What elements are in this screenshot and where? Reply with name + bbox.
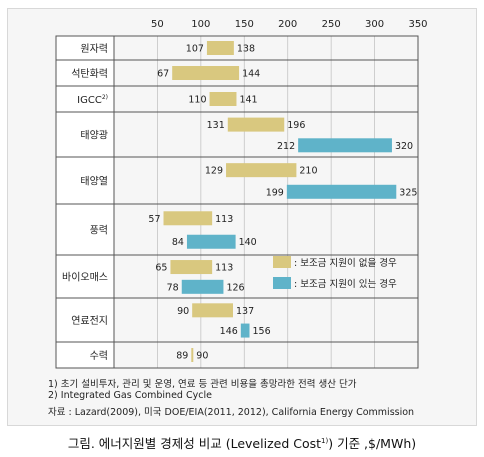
x-tick-label-250: 250 (322, 19, 341, 30)
range-bar (186, 234, 236, 249)
footnote-2: 2) Integrated Gas Combined Cycle (48, 390, 212, 401)
bar-low-label: 90 (177, 306, 189, 317)
footnote-1: 1) 초기 설비투자, 관리 및 운영, 연료 등 관련 비용을 총망라한 전력… (48, 379, 357, 390)
range-bar (226, 163, 297, 178)
bar-low-label: 131 (207, 120, 225, 131)
category-label: IGCC2) (77, 94, 108, 106)
legend-swatch (273, 277, 291, 289)
legend-label: : 보조금 지원이 있는 경우 (294, 278, 397, 290)
legend-swatch (273, 256, 291, 268)
bar-low-label: 110 (188, 95, 206, 106)
bar-low-label: 65 (155, 263, 167, 274)
bar-low-label: 129 (205, 166, 223, 177)
bar-high-label: 137 (236, 306, 254, 317)
x-tick-label-150: 150 (235, 19, 254, 30)
bar-high-label: 140 (239, 237, 257, 248)
range-bar (227, 117, 285, 132)
category-label: 풍력 (90, 225, 108, 237)
bar-low-label: 107 (186, 44, 204, 55)
bar-low-label: 78 (167, 282, 179, 293)
caption-superscript: 1) (321, 436, 329, 445)
range-bar (209, 92, 237, 106)
bar-high-label: 126 (226, 282, 244, 293)
category-label: 바이오매스 (62, 272, 108, 284)
range-bar (286, 184, 397, 199)
lcoe-range-chart: 50 100 150 200 250 300 350 원자력 107 138 석탄화력 67 144 IG… (55, 19, 428, 369)
bar-high-label: 196 (287, 120, 305, 131)
legend-label: : 보조금 지원이 없을 경우 (294, 257, 397, 269)
bar-low-label: 212 (277, 141, 295, 152)
category-label-column (56, 36, 114, 368)
range-bar (206, 41, 234, 55)
bar-high-label: 113 (215, 263, 233, 274)
range-bar (240, 323, 250, 338)
bar-low-label: 84 (172, 237, 184, 248)
bar-high-label: 141 (239, 95, 257, 106)
range-bar (170, 260, 213, 275)
category-label: 석탄화력 (71, 68, 108, 80)
bar-high-label: 156 (252, 326, 270, 337)
category-label: 태양광 (80, 130, 108, 142)
category-label: 연료전지 (71, 315, 108, 327)
category-label: 태양열 (80, 176, 108, 188)
figure-caption: 그림. 에너지원별 경제성 비교 (Levelized Cost1)) 기준 ,… (0, 433, 484, 452)
bar-low-label: 57 (148, 214, 160, 225)
bar-high-label: 90 (196, 351, 208, 362)
bar-low-label: 146 (220, 326, 238, 337)
category-label: 원자력 (80, 43, 108, 55)
bar-low-label: 199 (266, 187, 284, 198)
bar-high-label: 113 (215, 214, 233, 225)
bar-low-label: 89 (176, 351, 188, 362)
range-bar (181, 279, 224, 294)
caption-text: 그림. 에너지원별 경제성 비교 (Levelized Cost (67, 436, 322, 451)
x-tick-label-200: 200 (278, 19, 297, 30)
category-label: 수력 (90, 350, 108, 362)
plot-border (55, 35, 419, 369)
bar-high-label: 144 (242, 69, 260, 80)
bar-high-label: 320 (395, 141, 413, 152)
bar-low-label: 67 (157, 69, 169, 80)
source-note: 자료 : Lazard(2009), 미국 DOE/EIA(2011, 2012… (48, 407, 415, 418)
caption-unit: ) 기준 ,$/MWh) (328, 436, 417, 451)
x-tick-label-300: 300 (365, 19, 384, 30)
bar-high-label: 138 (237, 44, 255, 55)
range-bar (192, 303, 233, 318)
bar-high-label: 325 (399, 187, 417, 198)
range-bar (172, 66, 240, 80)
range-bar (191, 348, 194, 362)
range-bar (298, 138, 392, 153)
bar-high-label: 210 (299, 166, 317, 177)
x-tick-label-100: 100 (191, 19, 210, 30)
range-bar (163, 211, 213, 226)
x-tick-label-50: 50 (151, 19, 164, 30)
x-tick-label-350: 350 (408, 19, 427, 30)
